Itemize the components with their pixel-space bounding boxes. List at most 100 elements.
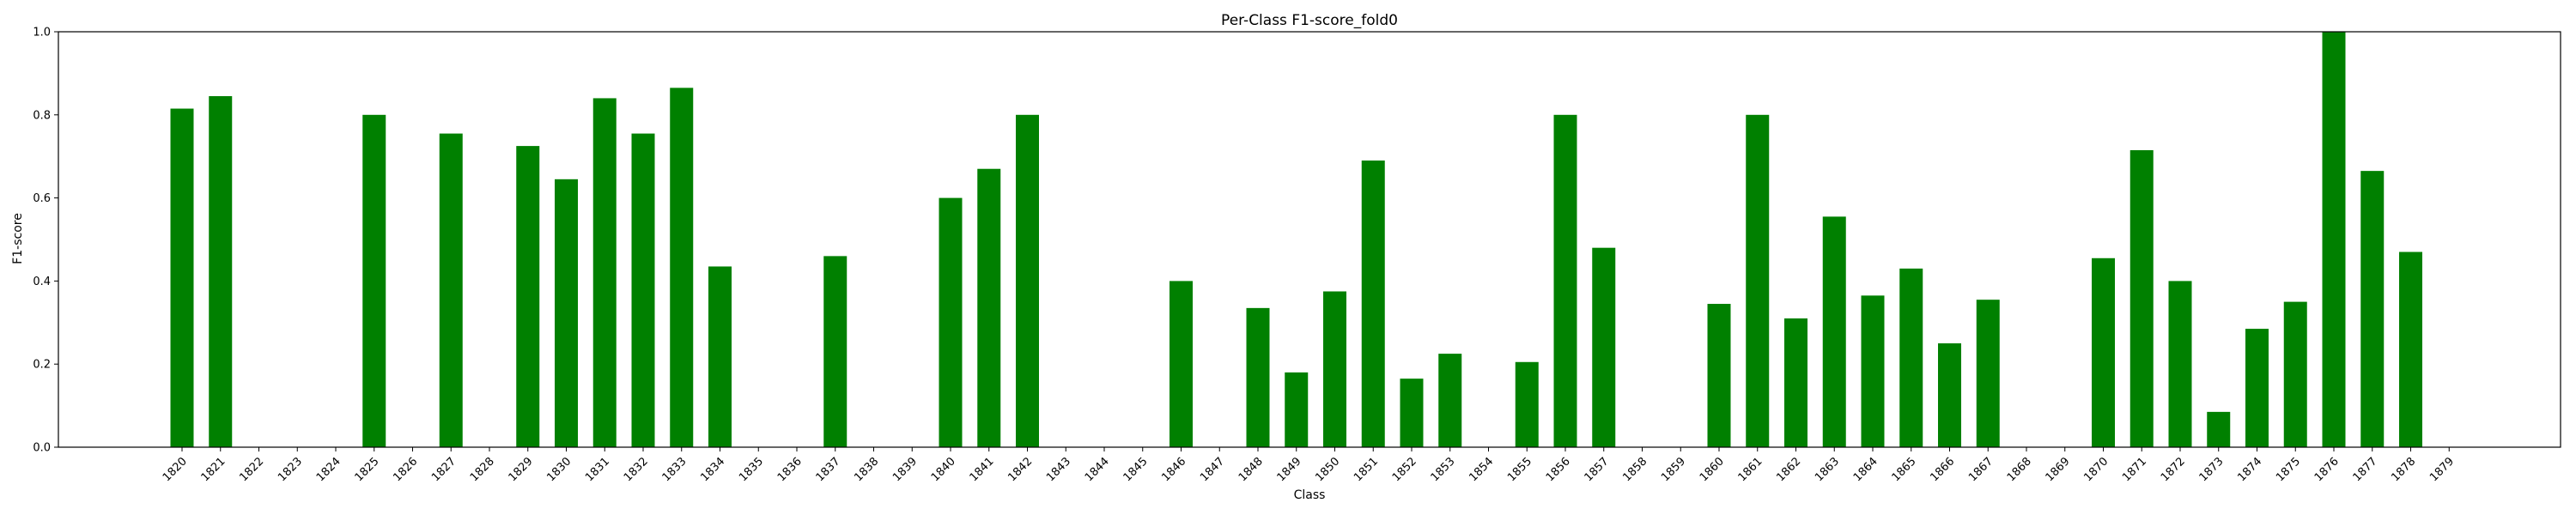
x-tick-label-1875: 1875 — [2274, 455, 2303, 484]
x-tick-label-1843: 1843 — [1044, 455, 1073, 484]
bar-1875 — [2283, 301, 2307, 447]
x-tick-label-1823: 1823 — [276, 455, 305, 484]
bar-1851 — [1361, 161, 1385, 448]
bar-1853 — [1438, 354, 1462, 447]
x-tick-label-1851: 1851 — [1352, 455, 1381, 484]
x-tick-label-1871: 1871 — [2120, 455, 2149, 484]
x-tick-label-1841: 1841 — [968, 455, 997, 484]
x-tick-label-1835: 1835 — [737, 455, 766, 484]
x-tick-label-1859: 1859 — [1659, 455, 1688, 484]
x-tick-label-1832: 1832 — [622, 455, 651, 484]
x-tick-label-1861: 1861 — [1736, 455, 1765, 484]
bar-1825 — [362, 114, 386, 448]
bar-1827 — [439, 133, 463, 447]
x-tick-label-1837: 1837 — [814, 455, 843, 484]
y-tick-label-0.4: 0.4 — [33, 276, 51, 288]
bar-1855 — [1515, 361, 1539, 447]
y-tick-label-1.0: 1.0 — [33, 27, 51, 39]
y-tick-label-0.6: 0.6 — [33, 192, 51, 205]
x-tick-label-1825: 1825 — [353, 455, 382, 484]
x-tick-label-1879: 1879 — [2427, 455, 2457, 484]
x-tick-label-1853: 1853 — [1429, 455, 1458, 484]
x-tick-label-1874: 1874 — [2235, 455, 2264, 484]
x-tick-label-1877: 1877 — [2351, 455, 2380, 484]
bar-1830 — [555, 179, 578, 447]
y-axis: 0.0 0.2 0.4 0.6 0.8 1.0 — [33, 27, 58, 455]
y-tick-label-0.8: 0.8 — [33, 109, 51, 122]
x-tick-label-1852: 1852 — [1390, 455, 1419, 484]
x-tick-label-1856: 1856 — [1544, 455, 1573, 484]
x-tick-label-1863: 1863 — [1813, 455, 1842, 484]
x-tick-label-1865: 1865 — [1890, 455, 1919, 484]
bar-1865 — [1899, 268, 1923, 447]
x-tick-label-1834: 1834 — [698, 455, 727, 484]
bar-1877 — [2360, 171, 2385, 447]
x-tick-label-1826: 1826 — [391, 455, 420, 484]
x-tick-label-1838: 1838 — [852, 455, 881, 484]
y-axis-label: F1-score — [11, 213, 25, 264]
x-tick-label-1844: 1844 — [1083, 455, 1112, 484]
chart-title: Per-Class F1-score_fold0 — [1221, 12, 1398, 29]
bar-1872 — [2168, 281, 2192, 447]
x-tick-label-1872: 1872 — [2159, 455, 2188, 484]
x-tick-label-1822: 1822 — [237, 455, 266, 484]
bar-1870 — [2092, 258, 2115, 447]
x-tick-label-1870: 1870 — [2081, 455, 2111, 484]
x-tick-label-1842: 1842 — [1005, 455, 1035, 484]
x-tick-label-1840: 1840 — [929, 455, 958, 484]
bar-1852 — [1400, 379, 1424, 447]
x-axis: 1820 1821 1822 1823 1824 1825 1826 1827 1828 1829… — [161, 447, 2457, 484]
x-tick-label-1857: 1857 — [1583, 455, 1612, 484]
bar-1833 — [670, 88, 694, 447]
bar-1874 — [2245, 329, 2269, 447]
bar-1829 — [516, 146, 540, 447]
bar-1867 — [1976, 300, 2000, 447]
bar-1821 — [209, 96, 233, 448]
x-tick-label-1831: 1831 — [583, 455, 612, 484]
bar-1832 — [631, 133, 655, 447]
x-tick-label-1850: 1850 — [1313, 455, 1342, 484]
x-tick-label-1839: 1839 — [890, 455, 920, 484]
x-tick-label-1860: 1860 — [1698, 455, 1727, 484]
plot-frame — [58, 31, 2561, 448]
x-tick-label-1866: 1866 — [1928, 455, 1957, 484]
x-tick-label-1869: 1869 — [2044, 455, 2073, 484]
bar-1849 — [1285, 372, 1309, 447]
x-tick-label-1858: 1858 — [1620, 455, 1649, 484]
x-tick-label-1827: 1827 — [429, 455, 459, 484]
bar-1841 — [977, 168, 1001, 447]
x-tick-label-1849: 1849 — [1275, 455, 1304, 484]
bar-1866 — [1938, 343, 1961, 447]
bar-1861 — [1746, 114, 1770, 448]
bar-1876 — [2322, 32, 2346, 447]
x-tick-label-1867: 1867 — [1966, 455, 1996, 484]
x-tick-label-1876: 1876 — [2312, 455, 2342, 484]
bar-1842 — [1016, 114, 1039, 448]
bar-1873 — [2207, 411, 2231, 447]
y-tick-label-0.0: 0.0 — [33, 442, 51, 455]
x-tick-label-1854: 1854 — [1467, 455, 1496, 484]
bar-1862 — [1784, 318, 1807, 447]
x-tick-label-1846: 1846 — [1159, 455, 1188, 484]
x-tick-label-1824: 1824 — [314, 455, 343, 484]
x-tick-label-1873: 1873 — [2197, 455, 2227, 484]
bar-1864 — [1861, 295, 1885, 447]
bar-1878 — [2399, 251, 2422, 447]
x-tick-label-1845: 1845 — [1121, 455, 1151, 484]
x-tick-label-1868: 1868 — [2005, 455, 2034, 484]
bar-1848 — [1246, 307, 1270, 447]
x-tick-label-1830: 1830 — [544, 455, 574, 484]
x-tick-label-1836: 1836 — [775, 455, 805, 484]
bar-1856 — [1553, 114, 1577, 448]
bar-1857 — [1592, 247, 1616, 447]
bar-1871 — [2129, 149, 2154, 447]
x-tick-label-1820: 1820 — [161, 455, 190, 484]
y-tick-label-0.2: 0.2 — [33, 359, 51, 372]
bar-1850 — [1323, 291, 1346, 447]
x-tick-label-1847: 1847 — [1198, 455, 1227, 484]
x-axis-label: Class — [1294, 488, 1326, 502]
bars-group — [170, 32, 2422, 448]
x-tick-label-1864: 1864 — [1851, 455, 1880, 484]
x-tick-label-1862: 1862 — [1774, 455, 1803, 484]
